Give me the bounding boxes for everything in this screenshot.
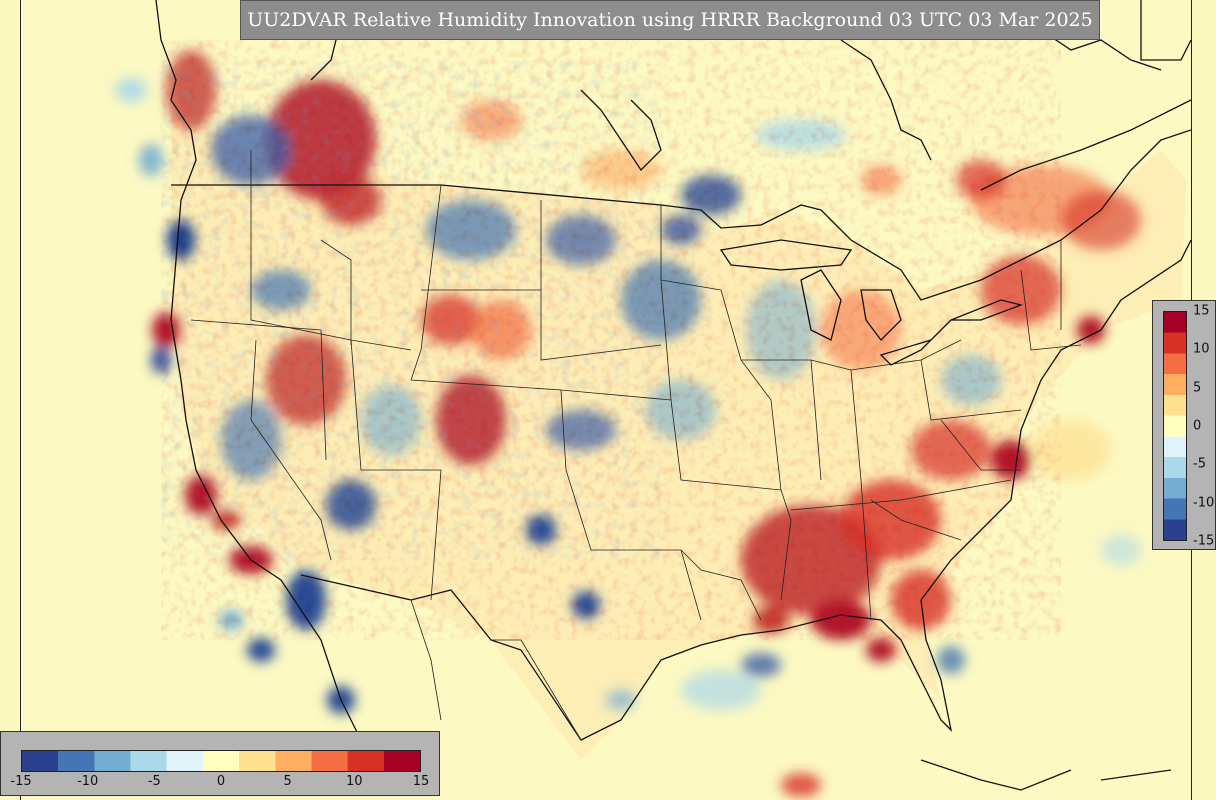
- colorbar-h-tick: 0: [216, 774, 226, 789]
- colorbar-v-tick: 10: [1193, 341, 1210, 357]
- map-canvas: [115, 0, 1191, 797]
- country-boundaries: [155, 0, 1191, 791]
- colorbar-h-tick: -5: [147, 774, 161, 789]
- colorbar-h-tick: 5: [283, 774, 292, 789]
- map-title: UU2DVAR Relative Humidity Innovation usi…: [240, 0, 1100, 40]
- colorbar-v-tick: 15: [1193, 303, 1210, 319]
- colorbar-v-tick: -15: [1193, 533, 1215, 549]
- colorbar-v-tick: -10: [1193, 495, 1215, 511]
- colorbar-h-tick: -15: [10, 774, 32, 789]
- colorbar-h-tick: 10: [346, 774, 363, 789]
- colorbar-vertical-ramp: [1163, 311, 1187, 541]
- colorbar-horizontal: -15 -10 -5 0 5 10 15: [0, 731, 440, 796]
- colorbar-horizontal-ramp: [21, 750, 421, 772]
- colorbar-v-tick: 0: [1193, 418, 1202, 434]
- colorbar-v-tick: -5: [1193, 456, 1206, 472]
- state-boundaries: [190, 150, 1082, 741]
- colorbar-h-tick: -10: [77, 774, 99, 789]
- colorbar-v-tick: 5: [1193, 380, 1202, 396]
- colorbar-vertical: 15 10 5 0 -5 -10 -15: [1152, 300, 1216, 550]
- rh-innovation-map[interactable]: [20, 0, 1192, 800]
- colorbar-h-tick: 15: [412, 774, 430, 789]
